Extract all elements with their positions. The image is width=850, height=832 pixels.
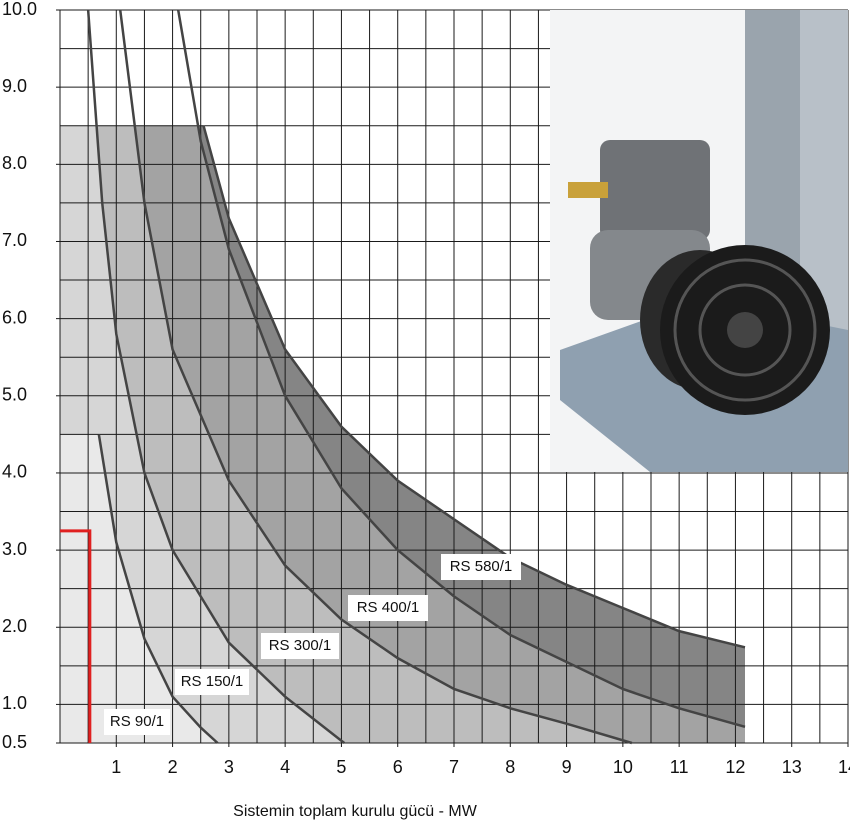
legend-label: RS 150/1 (181, 673, 244, 690)
photo-fan-ring (673, 258, 817, 402)
y-tick-label: 2.0 (2, 616, 27, 636)
legend-label: RS 580/1 (450, 558, 513, 575)
labels: 0.51.02.03.04.05.06.07.08.09.010.01 2 3 4 5 6… (2, 0, 850, 777)
y-tick-label: 6.0 (2, 307, 27, 327)
curve (176, 9, 746, 729)
y-tick-label: 3.0 (2, 539, 27, 559)
y-tick-label: 7.0 (2, 230, 27, 250)
label-box (104, 709, 170, 735)
photo-cylinder (600, 140, 710, 240)
photo-valve (568, 182, 608, 198)
label-box (348, 595, 428, 621)
x-tick-label: 13 (782, 757, 802, 777)
x-tick-label: 8 (505, 757, 515, 777)
photo-fan-hub (727, 312, 763, 348)
label-box (441, 554, 521, 580)
x-tick-label: 4 (280, 757, 290, 777)
x-tick-label: 2 (168, 757, 178, 777)
x-tick-label: 12 (725, 757, 745, 777)
y-tick-label: 5.0 (2, 385, 27, 405)
selection-marker (60, 529, 92, 743)
y-tick-label: 1.0 (2, 693, 27, 713)
x-tick-label: 5 (336, 757, 346, 777)
x-tick-label: 9 (562, 757, 572, 777)
legend-label: RS 90/1 (110, 713, 164, 730)
x-tick-label: 11 (670, 757, 689, 777)
y-tick-label: 4.0 (2, 462, 27, 482)
y-tick-label: 8.0 (2, 153, 27, 173)
x-tick-label: 6 (393, 757, 403, 777)
x-tick-label: 1 (111, 757, 121, 777)
x-tick-label: 7 (449, 757, 459, 777)
y-tick-label: 0.5 (2, 732, 27, 752)
label-box (175, 669, 249, 695)
x-tick-label: 3 (224, 757, 234, 777)
curve (86, 9, 346, 744)
y-tick-label: 9.0 (2, 76, 27, 96)
curve (118, 9, 633, 745)
x-axis-title: Sistemin toplam kurulu gücü - MW (233, 803, 478, 820)
photo-fan-ring (698, 283, 792, 377)
legend-label: RS 400/1 (357, 599, 420, 616)
y-tick-label: 10.0 (2, 0, 37, 19)
x-tick-label: 14 (838, 757, 850, 777)
label-box (261, 633, 339, 659)
curve (97, 434, 219, 744)
curve (202, 125, 746, 649)
product-photo (550, 10, 848, 472)
curves (86, 9, 746, 745)
legend-label: RS 300/1 (269, 637, 332, 654)
x-tick-label: 10 (613, 757, 633, 777)
